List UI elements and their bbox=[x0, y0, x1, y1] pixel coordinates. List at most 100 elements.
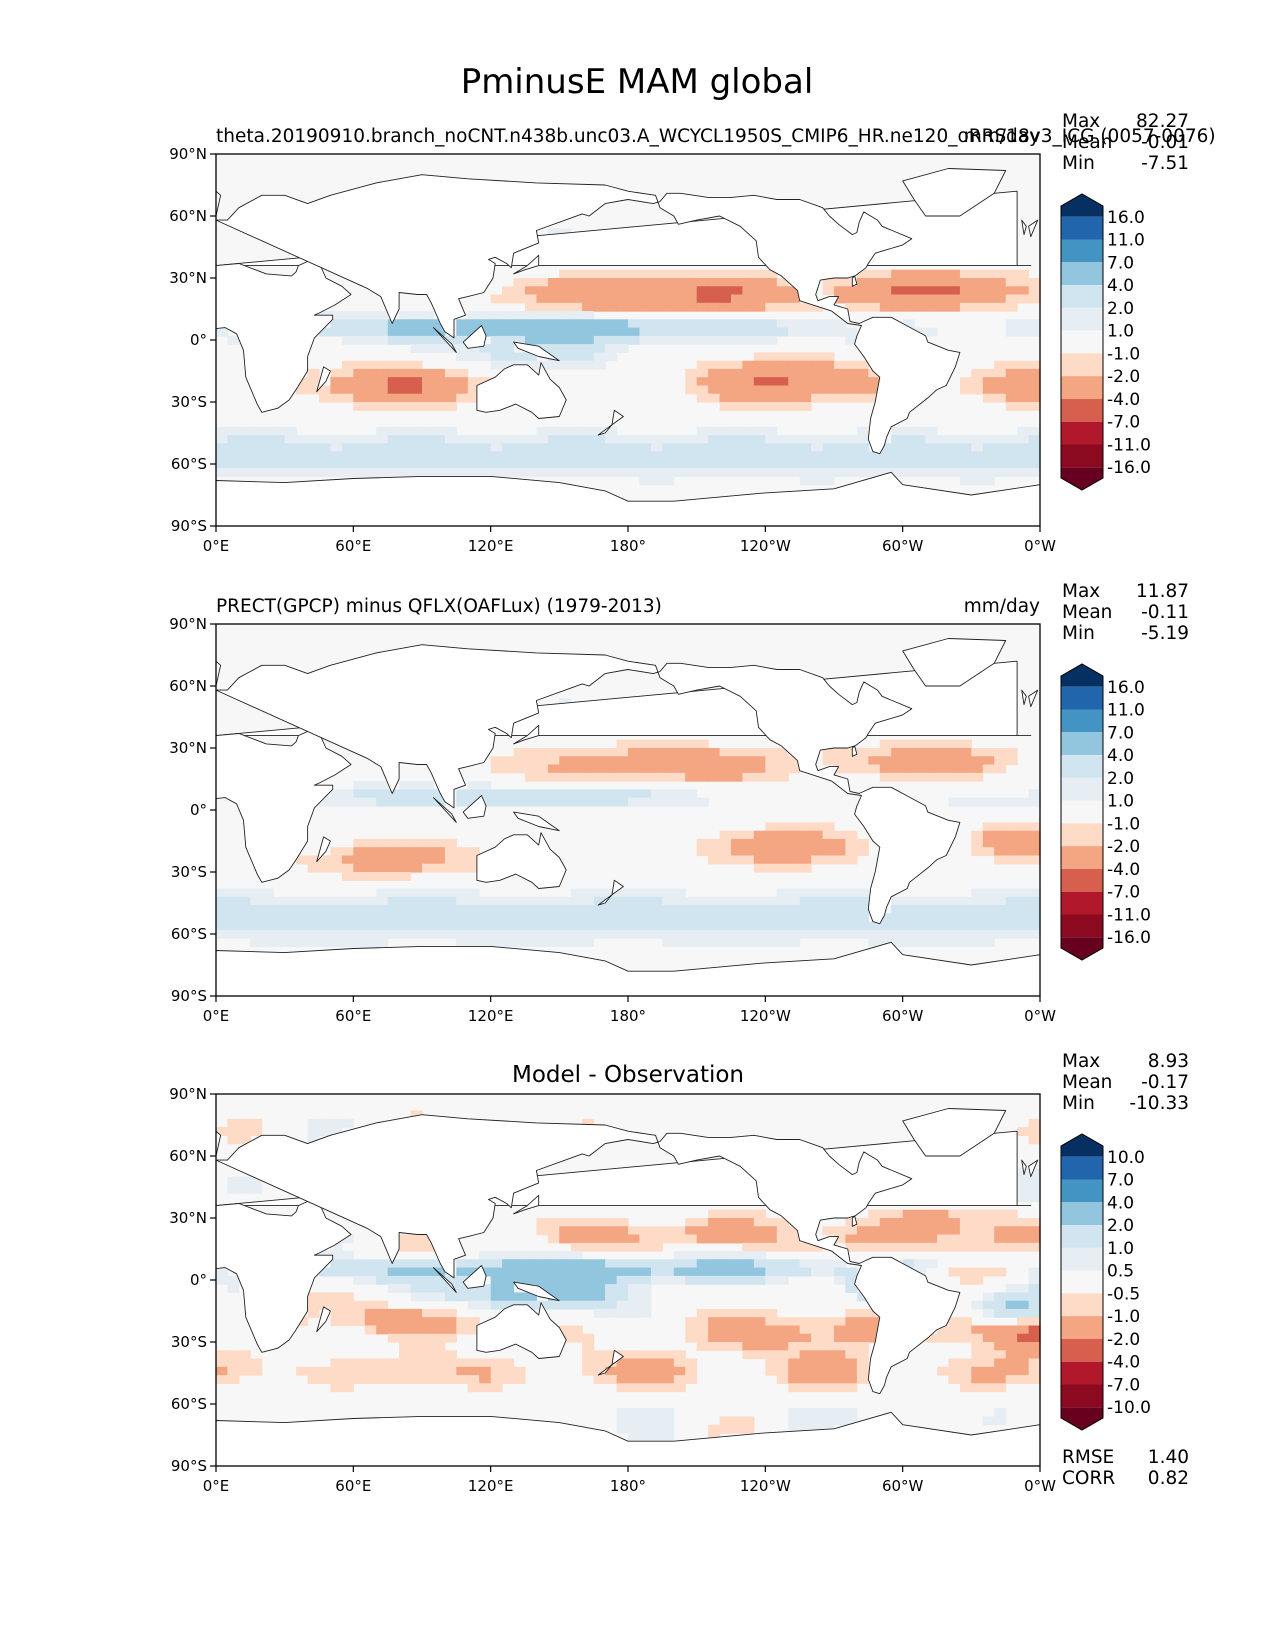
contour-cell bbox=[731, 435, 743, 444]
contour-cell bbox=[250, 929, 263, 939]
contour-cell bbox=[364, 1275, 377, 1285]
coastline bbox=[215, 726, 352, 883]
y-tick-label: 90°N bbox=[169, 615, 207, 633]
contour-cell bbox=[238, 1135, 251, 1145]
colorbar-tick-label: -1.0 bbox=[1107, 814, 1140, 834]
x-tick-label: 0°E bbox=[203, 1007, 230, 1025]
contour-cell bbox=[410, 797, 423, 807]
contour-cell bbox=[971, 435, 984, 444]
contour-cell bbox=[307, 385, 320, 395]
contour-cell bbox=[319, 921, 331, 931]
contour-cell bbox=[605, 468, 618, 477]
contour-cell bbox=[1028, 1375, 1041, 1384]
contour-cell bbox=[788, 1408, 801, 1417]
contour-cell bbox=[753, 393, 766, 403]
contour-cell bbox=[948, 1333, 961, 1343]
contour-cell bbox=[582, 302, 595, 312]
contour-cell bbox=[399, 797, 412, 807]
contour-cell bbox=[799, 838, 812, 848]
contour-cell bbox=[719, 855, 732, 865]
contour-cell bbox=[250, 888, 263, 898]
contour-cell bbox=[742, 335, 755, 345]
contour-cell bbox=[1005, 360, 1018, 370]
contour-cell bbox=[387, 319, 400, 329]
colorbar-tick-label: 1.0 bbox=[1107, 792, 1134, 812]
contour-cell bbox=[502, 905, 515, 914]
contour-cell bbox=[811, 443, 824, 453]
contour-cell bbox=[1005, 393, 1018, 403]
contour-cell bbox=[433, 905, 446, 914]
contour-cell bbox=[776, 302, 789, 312]
contour-cell bbox=[971, 1358, 984, 1368]
contour-cell bbox=[811, 905, 824, 914]
panel-units: mm/day bbox=[964, 126, 1040, 147]
contour-cell bbox=[662, 764, 675, 774]
contour-cell bbox=[753, 278, 766, 287]
contour-cell bbox=[330, 327, 343, 337]
y-tick-label: 60°S bbox=[171, 925, 207, 943]
contour-cell bbox=[662, 1350, 675, 1360]
contour-cell bbox=[868, 1209, 881, 1219]
contour-cell bbox=[856, 838, 869, 848]
contour-cell bbox=[856, 1226, 869, 1236]
contour-cell bbox=[696, 360, 709, 370]
contour-cell bbox=[1028, 319, 1041, 329]
contour-cell bbox=[547, 286, 560, 296]
contour-cell bbox=[605, 797, 618, 807]
contour-cell bbox=[799, 863, 812, 873]
contour-cell bbox=[753, 1308, 766, 1318]
contour-cell bbox=[513, 319, 526, 329]
contour-cell bbox=[559, 789, 572, 799]
contour-cell bbox=[399, 1350, 412, 1360]
contour-cell bbox=[376, 1308, 389, 1318]
contour-cell bbox=[1017, 1366, 1030, 1376]
contour-cell bbox=[261, 426, 274, 436]
contour-cell bbox=[433, 1292, 446, 1302]
contour-cell bbox=[216, 1358, 228, 1368]
contour-cell bbox=[296, 435, 309, 444]
contour-cell bbox=[433, 451, 446, 461]
contour-cell bbox=[1028, 830, 1041, 840]
contour-cell bbox=[376, 1275, 389, 1285]
contour-cell bbox=[628, 739, 640, 749]
contour-cell bbox=[742, 286, 755, 296]
contour-cell bbox=[937, 269, 949, 279]
contour-cell bbox=[845, 451, 858, 461]
contour-cell bbox=[387, 368, 400, 378]
contour-cell bbox=[605, 344, 618, 353]
contour-cell bbox=[914, 929, 927, 939]
contour-cell bbox=[216, 468, 228, 477]
contour-cell bbox=[650, 327, 663, 337]
contour-cell bbox=[1028, 1325, 1041, 1335]
contour-cell bbox=[296, 468, 309, 477]
contour-cell bbox=[971, 1366, 984, 1376]
contour-cell bbox=[879, 459, 892, 469]
contour-cell bbox=[433, 913, 446, 923]
contour-cell bbox=[536, 764, 549, 774]
contour-cell bbox=[593, 269, 606, 279]
contour-cell bbox=[937, 286, 949, 296]
contour-cell bbox=[834, 435, 846, 444]
colorbar-tick-label: -10.0 bbox=[1107, 1398, 1151, 1418]
contour-cell bbox=[502, 1292, 515, 1302]
contour-cell bbox=[582, 319, 595, 329]
coastline bbox=[1028, 1159, 1039, 1178]
contour-cell bbox=[799, 1317, 812, 1327]
contour-cell bbox=[605, 1267, 618, 1277]
contour-cell bbox=[731, 748, 743, 757]
contour-cell bbox=[856, 1218, 869, 1227]
contour-cell bbox=[868, 1308, 881, 1318]
contour-cell bbox=[341, 435, 354, 444]
contour-cell bbox=[410, 863, 423, 873]
contour-cell bbox=[559, 360, 572, 370]
contour-cell bbox=[788, 451, 801, 461]
contour-cell bbox=[490, 921, 503, 931]
contour-cell bbox=[948, 1325, 961, 1335]
contour-cell bbox=[994, 385, 1007, 395]
contour-cell bbox=[799, 451, 812, 461]
contour-cell bbox=[1028, 426, 1041, 436]
contour-cell bbox=[353, 385, 366, 395]
contour-cell bbox=[765, 269, 778, 279]
contour-cell bbox=[628, 459, 640, 469]
x-tick-label: 120°W bbox=[740, 537, 791, 555]
